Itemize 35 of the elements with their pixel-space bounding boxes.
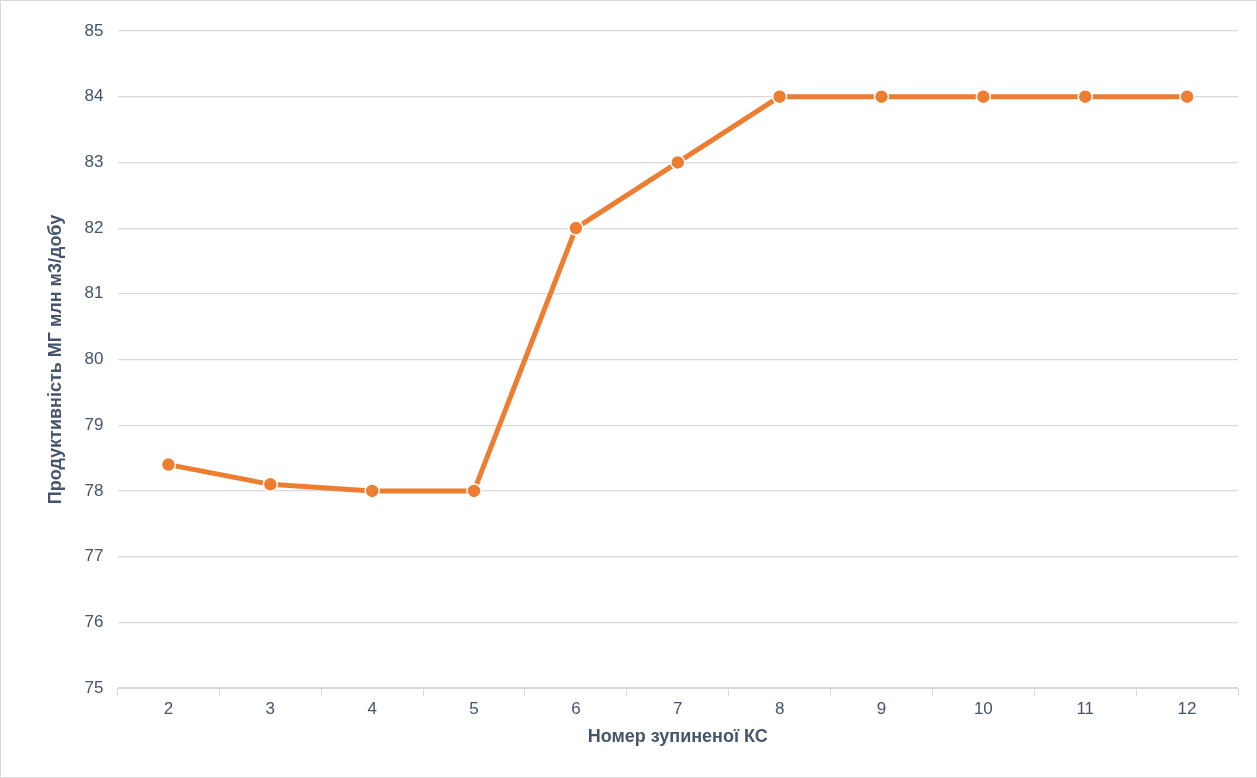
y-tick-label: 75 [84,677,104,697]
x-tick-label: 6 [571,698,581,718]
x-tick-label: 12 [1177,698,1197,718]
x-tick-label: 4 [367,698,377,718]
y-tick-label: 76 [84,611,104,631]
y-tick-label: 82 [84,217,104,237]
point [1077,88,1093,105]
y-tick-label: 84 [84,86,104,106]
x-tick-label: 10 [973,698,993,718]
point [466,483,482,499]
point [568,220,584,236]
x-tick-label: 8 [774,698,785,718]
point [364,483,380,499]
point [975,88,992,105]
point [1179,88,1195,105]
x-tick-label: 11 [1076,698,1095,718]
y-tick-label: 85 [84,20,104,40]
point [873,88,890,105]
y-tick-label: 80 [84,349,104,369]
x-tick-label: 9 [876,698,887,718]
x-tick-label: 5 [469,698,479,718]
point [262,476,279,493]
y-axis-title: Продуктивність МГ млн м3/добу [44,214,65,505]
x-axis-title: Номер зупиненої КС [587,726,768,747]
y-tick-label: 81 [84,283,104,303]
y-tick-label: 78 [84,480,104,500]
x-tick-label: 7 [673,698,683,718]
point [771,88,788,105]
x-tick-label: 2 [163,698,174,718]
y-tick-label: 83 [84,152,104,172]
x-tick-label: 3 [265,698,276,718]
y-tick-label: 79 [84,414,104,434]
point [160,456,177,473]
y-tick-label: 77 [84,546,104,566]
point [670,154,686,171]
